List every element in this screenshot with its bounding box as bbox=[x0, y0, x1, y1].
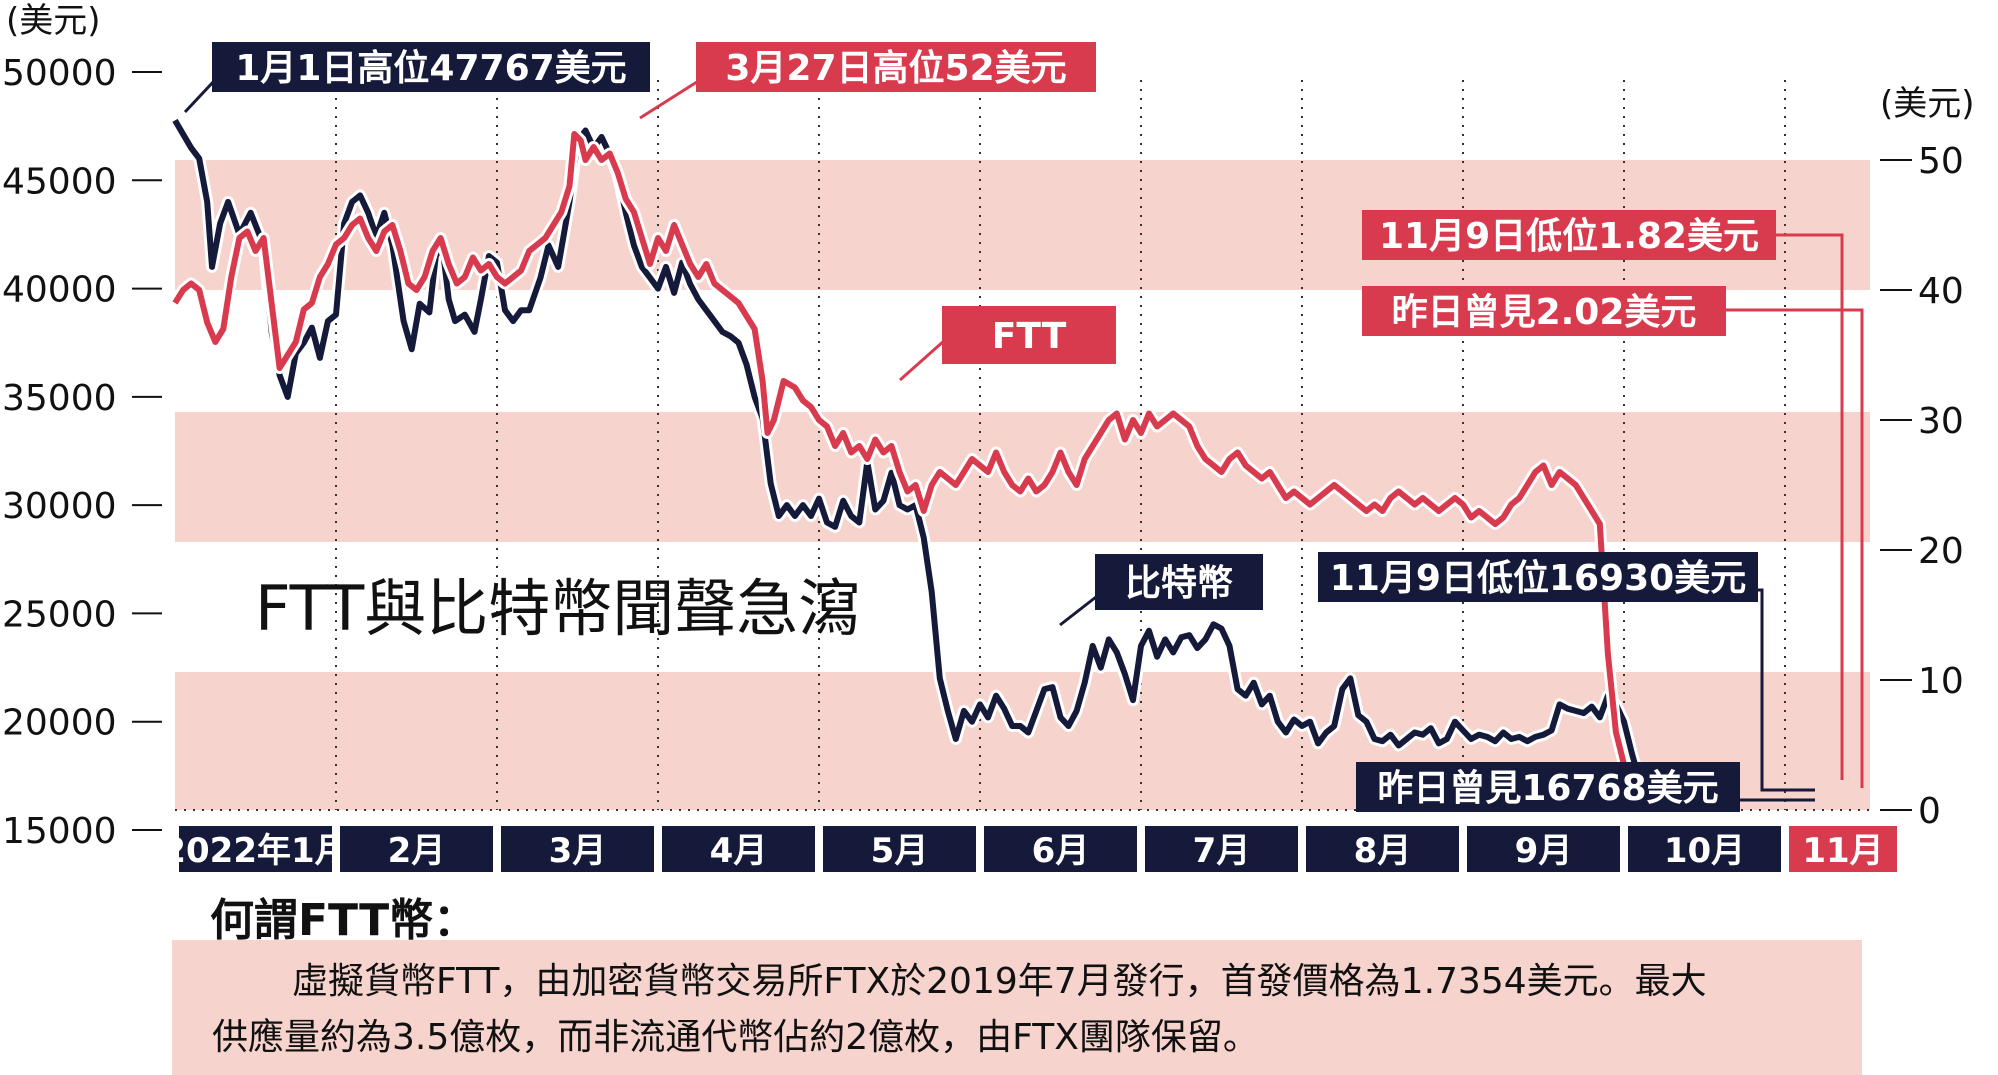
month-label: 11月 bbox=[1802, 831, 1883, 871]
btc-series-text: 比特幣 bbox=[1125, 563, 1233, 604]
month-label: 2022年1月 bbox=[162, 831, 348, 871]
info-box: 虛擬貨幣FTT，由加密貨幣交易所FTX於2019年7月發行，首發價格為1.735… bbox=[172, 940, 1862, 1075]
month-label: 4月 bbox=[710, 831, 768, 871]
right-axis: 50 40 30 20 10 0 bbox=[1880, 141, 1964, 832]
ftt-series-text: FTT bbox=[992, 316, 1067, 357]
chart-title: FTT與比特幣聞聲急瀉 bbox=[255, 572, 860, 645]
month-box bbox=[179, 826, 332, 872]
left-tick-label: 45000 bbox=[2, 161, 117, 202]
month-box bbox=[984, 826, 1137, 872]
ftt-series-label bbox=[942, 306, 1116, 364]
series-lines bbox=[169, 117, 1659, 795]
ftt-label-leader bbox=[899, 338, 946, 382]
right-tick-label: 30 bbox=[1918, 401, 1964, 442]
left-tick-label: 25000 bbox=[2, 594, 117, 635]
left-tick-label: 35000 bbox=[2, 378, 117, 419]
month-box bbox=[340, 826, 493, 872]
info-line-2: 供應量約為3.5億枚，而非流通代幣佔約2億枚，由FTX團隊保留。 bbox=[212, 1017, 1259, 1058]
info-line-1: 虛擬貨幣FTT，由加密貨幣交易所FTX於2019年7月發行，首發價格為1.735… bbox=[292, 961, 1707, 1002]
btc-high-leader bbox=[183, 78, 217, 114]
series-line-FTT bbox=[172, 131, 1658, 790]
ftt-low-text: 11月9日低位1.82美元 bbox=[1379, 216, 1759, 257]
right-tick-label: 0 bbox=[1918, 791, 1941, 832]
month-label: 8月 bbox=[1354, 831, 1412, 871]
right-tick-label: 20 bbox=[1918, 531, 1964, 572]
btc-low-leader bbox=[1758, 588, 1815, 792]
ftt-low-callout bbox=[1362, 210, 1776, 260]
left-tick-label: 50000 bbox=[2, 53, 117, 94]
info-heading: 何謂FTT幣： bbox=[210, 895, 478, 946]
ftt-high-text: 3月27日高位52美元 bbox=[725, 48, 1066, 89]
btc-series-label bbox=[1095, 554, 1263, 610]
left-tick-label: 15000 bbox=[2, 811, 117, 852]
month-box bbox=[1306, 826, 1459, 872]
ftt-yday-leader bbox=[1726, 308, 1864, 788]
month-box bbox=[1789, 826, 1897, 872]
month-label: 3月 bbox=[549, 831, 607, 871]
right-tick-label: 40 bbox=[1918, 271, 1964, 312]
callout-leaders bbox=[183, 78, 1864, 802]
month-box bbox=[501, 826, 654, 872]
month-label: 5月 bbox=[871, 831, 929, 871]
month-box bbox=[1467, 826, 1620, 872]
month-label: 10月 bbox=[1664, 831, 1745, 871]
month-label: 2月 bbox=[388, 831, 446, 871]
month-label: 9月 bbox=[1515, 831, 1573, 871]
btc-low-callout bbox=[1318, 552, 1758, 602]
btc-high-text: 1月1日高位47767美元 bbox=[235, 48, 626, 89]
ftt-yday-text: 昨日曾見2.02美元 bbox=[1392, 292, 1697, 333]
right-tick-label: 10 bbox=[1918, 661, 1964, 702]
left-tick-label: 40000 bbox=[2, 270, 117, 311]
ftt-high-callout bbox=[696, 42, 1096, 92]
btc-yday-text: 昨日曾見16768美元 bbox=[1377, 768, 1718, 809]
left-tick-label: 30000 bbox=[2, 486, 117, 527]
left-tick-label: 20000 bbox=[2, 703, 117, 744]
month-box bbox=[1628, 826, 1781, 872]
btc-high-callout bbox=[212, 42, 650, 92]
vertical-gridlines bbox=[175, 80, 1870, 811]
btc-low-text: 11月9日低位16930美元 bbox=[1330, 558, 1746, 599]
right-tick-label: 50 bbox=[1918, 141, 1964, 182]
month-box bbox=[1145, 826, 1298, 872]
month-box bbox=[662, 826, 815, 872]
left-axis-unit: (美元) bbox=[6, 1, 101, 41]
ftt-yday-callout bbox=[1362, 286, 1726, 336]
right-axis-unit: (美元) bbox=[1880, 84, 1975, 124]
ftt-high-leader bbox=[639, 78, 701, 120]
month-axis: 2022年1月 2月 3月 4月 5月 6月 7月 8月 9月 10月 11月 bbox=[162, 826, 1897, 872]
btc-yday-callout bbox=[1356, 762, 1740, 812]
left-axis: 50000 45000 40000 35000 30000 25000 20000 15000 bbox=[2, 53, 162, 852]
ftt-low-leader bbox=[1776, 233, 1844, 780]
month-label: 6月 bbox=[1032, 831, 1090, 871]
month-box bbox=[823, 826, 976, 872]
month-label: 7月 bbox=[1193, 831, 1251, 871]
